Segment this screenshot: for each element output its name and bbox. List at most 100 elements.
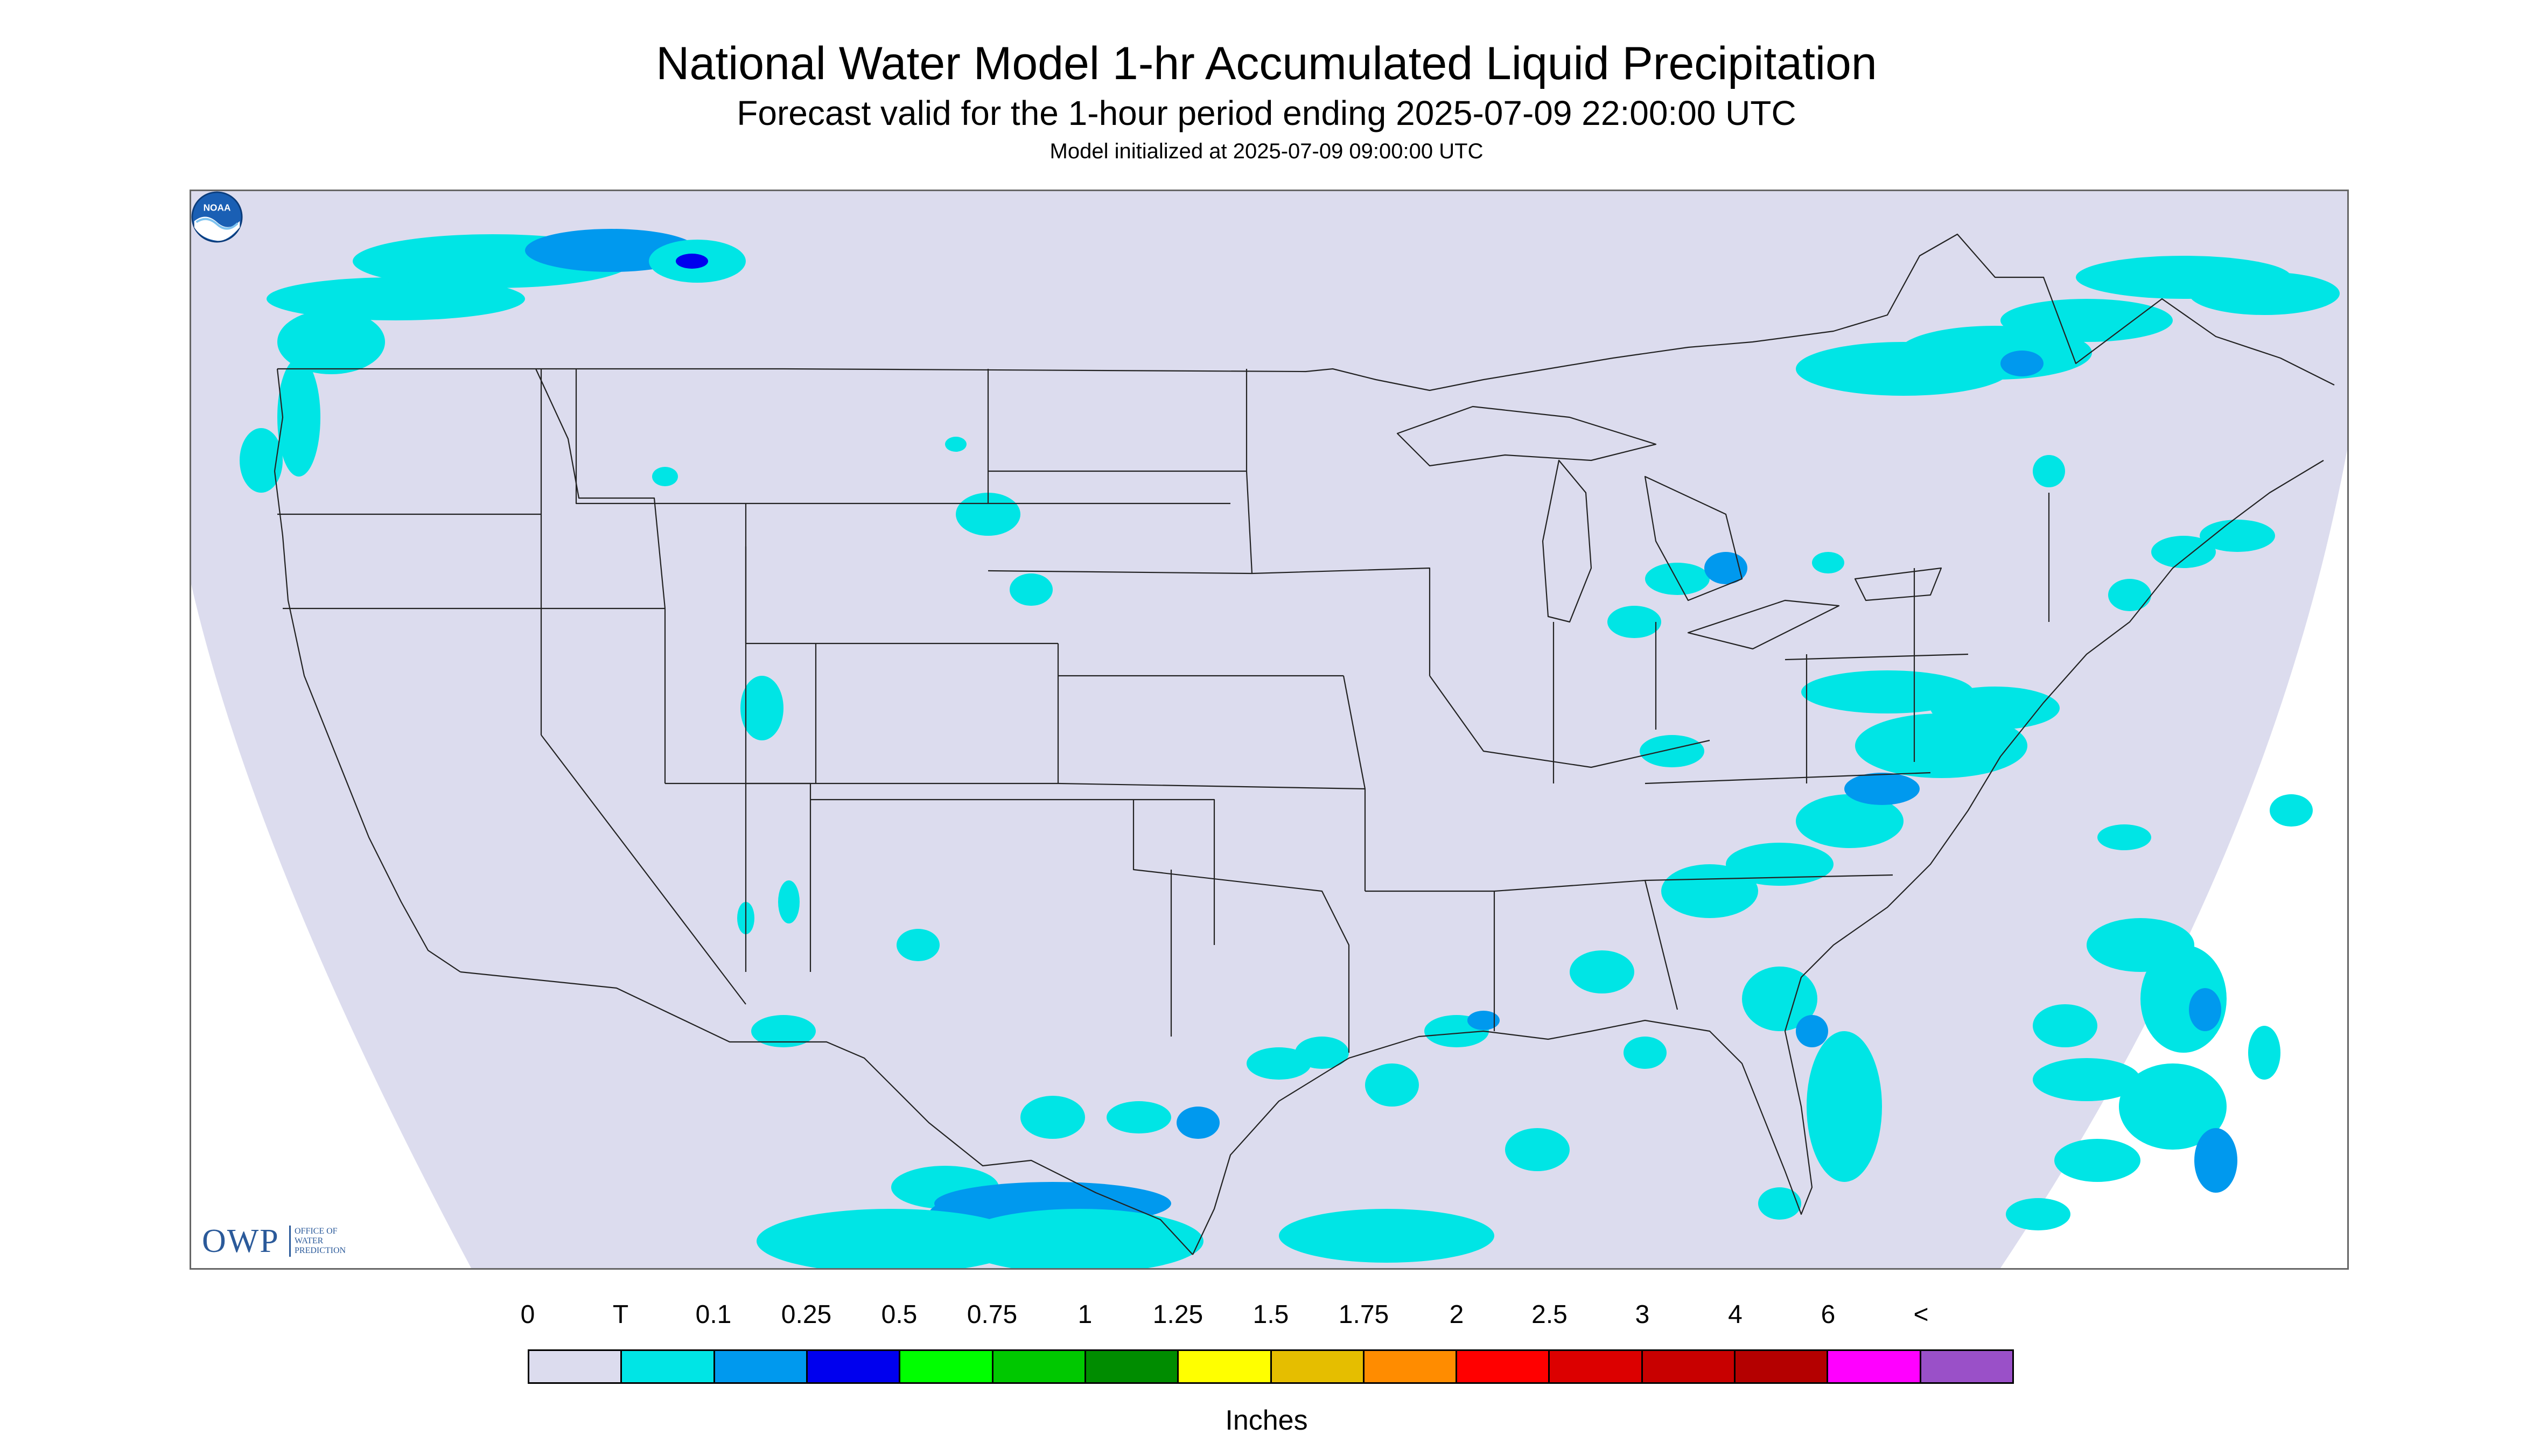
precip-blob xyxy=(1796,1015,1828,1047)
precip-blob xyxy=(240,428,283,493)
legend-swatch xyxy=(1086,1351,1179,1382)
legend-swatch xyxy=(1179,1351,1272,1382)
precip-blob xyxy=(2108,579,2151,611)
legend-tick-label: T xyxy=(612,1300,629,1329)
state-line xyxy=(1132,800,1350,1053)
precip-blob xyxy=(945,437,967,452)
lake-superior xyxy=(1396,405,1657,467)
precip-blob xyxy=(740,676,783,740)
precip-blob xyxy=(1726,843,1834,886)
state-line xyxy=(535,368,666,609)
noaa-logo: NOAA xyxy=(191,191,243,243)
precip-blob xyxy=(2000,299,2173,342)
legend-units-label: Inches xyxy=(1225,1405,1308,1436)
gulf-coast xyxy=(1192,460,2324,1255)
legend-tick-label: 2.5 xyxy=(1531,1300,1568,1329)
us-canada-border xyxy=(277,233,2335,391)
precip-blob xyxy=(676,254,708,269)
lake-huron xyxy=(1644,475,1743,601)
legend-swatch xyxy=(1642,1351,1736,1382)
precip-blob xyxy=(778,880,800,923)
precip-blob xyxy=(1898,326,2092,380)
legend-swatch xyxy=(622,1351,715,1382)
precip-blob xyxy=(1796,794,1904,848)
precip-blob xyxy=(652,467,678,486)
legend-swatch xyxy=(1736,1351,1829,1382)
legend-swatch xyxy=(1921,1351,2012,1382)
precipitation-layer xyxy=(240,229,2340,1268)
owp-logo-letters: OWP xyxy=(202,1223,279,1259)
legend-swatch xyxy=(1364,1351,1458,1382)
legend-colorbar xyxy=(528,1349,2014,1384)
precip-blob xyxy=(2189,272,2340,315)
precip-blob xyxy=(956,1209,1203,1268)
precip-blob xyxy=(2151,536,2216,568)
precip-blob xyxy=(2033,455,2065,487)
precip-blob xyxy=(2097,824,2151,850)
precip-blob xyxy=(1467,1011,1500,1030)
forecast-valid-subtitle: Forecast valid for the 1-hour period end… xyxy=(737,94,1796,132)
legend-tick-label: 2 xyxy=(1449,1300,1464,1329)
legend-tick-label: 6 xyxy=(1821,1300,1836,1329)
precip-blob xyxy=(1807,1031,1882,1182)
precip-blob xyxy=(2189,988,2221,1031)
state-line xyxy=(1342,675,1366,891)
west-coast xyxy=(274,368,461,972)
precip-blob xyxy=(1365,1063,1419,1107)
precip-blob xyxy=(2054,1139,2140,1182)
state-line xyxy=(541,734,746,1005)
precip-blob xyxy=(2006,1198,2070,1230)
legend-swatch xyxy=(1828,1351,1921,1382)
precip-blob xyxy=(2119,1063,2227,1150)
state-line xyxy=(575,369,746,505)
precip-blob xyxy=(1661,864,1758,918)
state-boundaries xyxy=(274,233,2335,1255)
map-title: National Water Model 1-hr Accumulated Li… xyxy=(656,38,1877,89)
precip-blob xyxy=(1607,606,1661,638)
map-canvas xyxy=(191,191,2347,1268)
legend-tick-label: 0.75 xyxy=(967,1300,1018,1329)
legend-swatch xyxy=(529,1351,622,1382)
precip-blob xyxy=(277,310,385,374)
lake-michigan xyxy=(1542,459,1592,623)
precip-blob xyxy=(751,1015,816,1047)
precip-blob xyxy=(1855,713,2027,778)
legend-tick-label: 4 xyxy=(1728,1300,1743,1329)
precip-blob xyxy=(2033,1058,2140,1101)
legend-swatch xyxy=(807,1351,901,1382)
legend-tick-label: < xyxy=(1913,1300,1929,1329)
precip-blob xyxy=(897,929,940,961)
precip-blob xyxy=(1640,735,1704,767)
precip-blob xyxy=(1844,773,1920,805)
precip-blob xyxy=(2200,520,2275,552)
owp-logo-divider xyxy=(289,1226,291,1257)
state-line xyxy=(988,570,1252,575)
legend-tick-label: 1 xyxy=(1077,1300,1093,1329)
lake-ontario xyxy=(1854,567,1942,601)
precip-blob xyxy=(1010,573,1053,606)
precip-blob xyxy=(1020,1096,1085,1139)
state-line xyxy=(1251,567,1431,676)
state-line xyxy=(1058,782,1366,790)
owp-logo: OWP OFFICE OF WATER PREDICTION xyxy=(202,1222,369,1260)
legend-swatch xyxy=(1457,1351,1550,1382)
precip-blob xyxy=(1645,563,1710,595)
state-line xyxy=(1245,369,1253,574)
precip-blob xyxy=(1247,1047,1311,1080)
legend-tick-label: 0.25 xyxy=(781,1300,832,1329)
legend-swatch xyxy=(993,1351,1086,1382)
legend-tick-label: 1.25 xyxy=(1152,1300,1203,1329)
noaa-logo-letters: NOAA xyxy=(204,202,231,213)
precip-blob xyxy=(1279,1209,1494,1263)
precip-blob xyxy=(2248,1026,2280,1080)
state-line xyxy=(1645,772,1931,785)
legend-swatch xyxy=(1271,1351,1365,1382)
legend-tick-label: 0 xyxy=(520,1300,535,1329)
precip-blob xyxy=(1505,1128,1570,1171)
state-line xyxy=(1429,675,1710,768)
state-line xyxy=(1645,874,1893,881)
lake-erie xyxy=(1687,599,1840,650)
precip-blob xyxy=(1107,1101,1171,1133)
legend-tick-label: 0.1 xyxy=(695,1300,732,1329)
precip-blob xyxy=(2194,1128,2237,1193)
